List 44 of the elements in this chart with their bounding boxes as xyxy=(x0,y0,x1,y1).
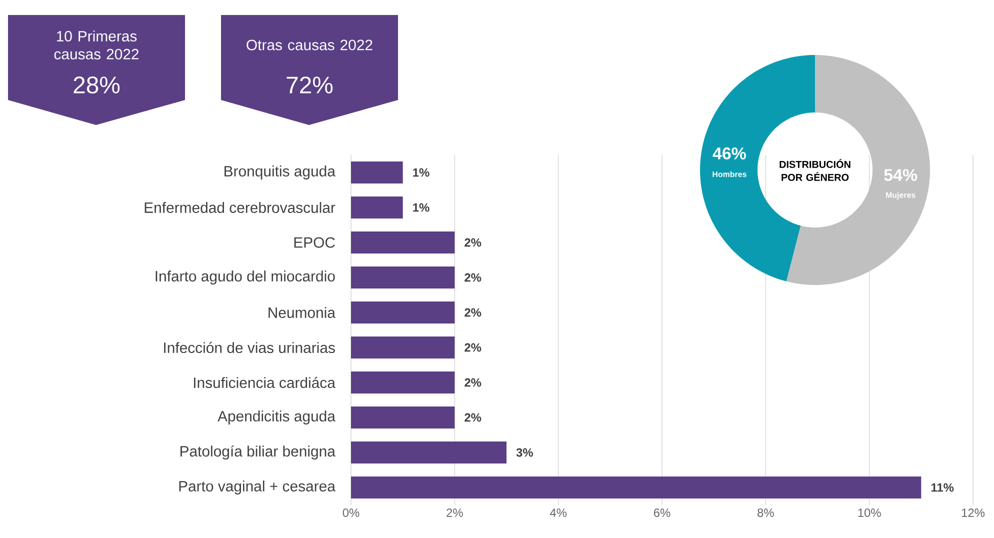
text: 72% xyxy=(286,76,333,94)
y-tick-label: Insuficiencia cardiáca xyxy=(194,376,336,388)
bar xyxy=(351,441,507,464)
y-tick-label: EPOC xyxy=(294,237,335,248)
data-label: 2% xyxy=(464,273,482,282)
text: DISTRIBUCIÓN POR GÉNERO xyxy=(780,159,850,181)
y-tick-label: Enfermedad cerebrovascular xyxy=(144,202,336,213)
data-label: 54% xyxy=(884,169,918,182)
y-tick-label: Apendicitis aguda xyxy=(218,410,336,424)
x-tick-label: 0% xyxy=(342,508,360,517)
x-tick-label: 12% xyxy=(962,508,985,517)
y-tick-label: Parto vaginal + cesarea xyxy=(179,480,336,494)
bar xyxy=(351,371,455,394)
data-label: 1% xyxy=(413,203,430,212)
data-label: 11% xyxy=(931,483,954,492)
data-label: 2% xyxy=(464,378,482,387)
bar xyxy=(351,231,455,254)
bar xyxy=(351,476,922,498)
data-label: 2% xyxy=(464,343,482,352)
x-tick-label: 2% xyxy=(446,508,463,517)
y-tick-label: Neumonia xyxy=(268,307,336,318)
x-tick-label: 4% xyxy=(550,508,567,517)
bar xyxy=(351,196,403,218)
y-tick-label: Infección de vias urinarias xyxy=(164,342,335,354)
data-label: 2% xyxy=(464,413,482,422)
text: 28% xyxy=(74,76,120,94)
bar xyxy=(351,266,455,288)
text: Otras causas 2022 xyxy=(246,40,372,50)
x-tick-label: 6% xyxy=(654,508,670,517)
bar xyxy=(351,161,403,184)
bar xyxy=(351,406,455,428)
y-tick-label: Bronquitis aguda xyxy=(224,166,336,180)
bar xyxy=(351,336,455,358)
y-tick-label: Patología biliar benigna xyxy=(180,445,336,460)
x-tick-label: 10% xyxy=(858,508,881,517)
data-label: 46% xyxy=(712,147,746,160)
x-tick-label: 8% xyxy=(758,508,774,517)
bar xyxy=(351,301,455,324)
data-label: 2% xyxy=(464,238,482,247)
y-tick-label: Infarto agudo del miocardio xyxy=(156,270,335,284)
data-label: 2% xyxy=(464,308,482,317)
data-label: 3% xyxy=(516,448,533,457)
data-label: 1% xyxy=(413,168,430,177)
text: 10 Primeras causas 2022 xyxy=(54,30,139,60)
